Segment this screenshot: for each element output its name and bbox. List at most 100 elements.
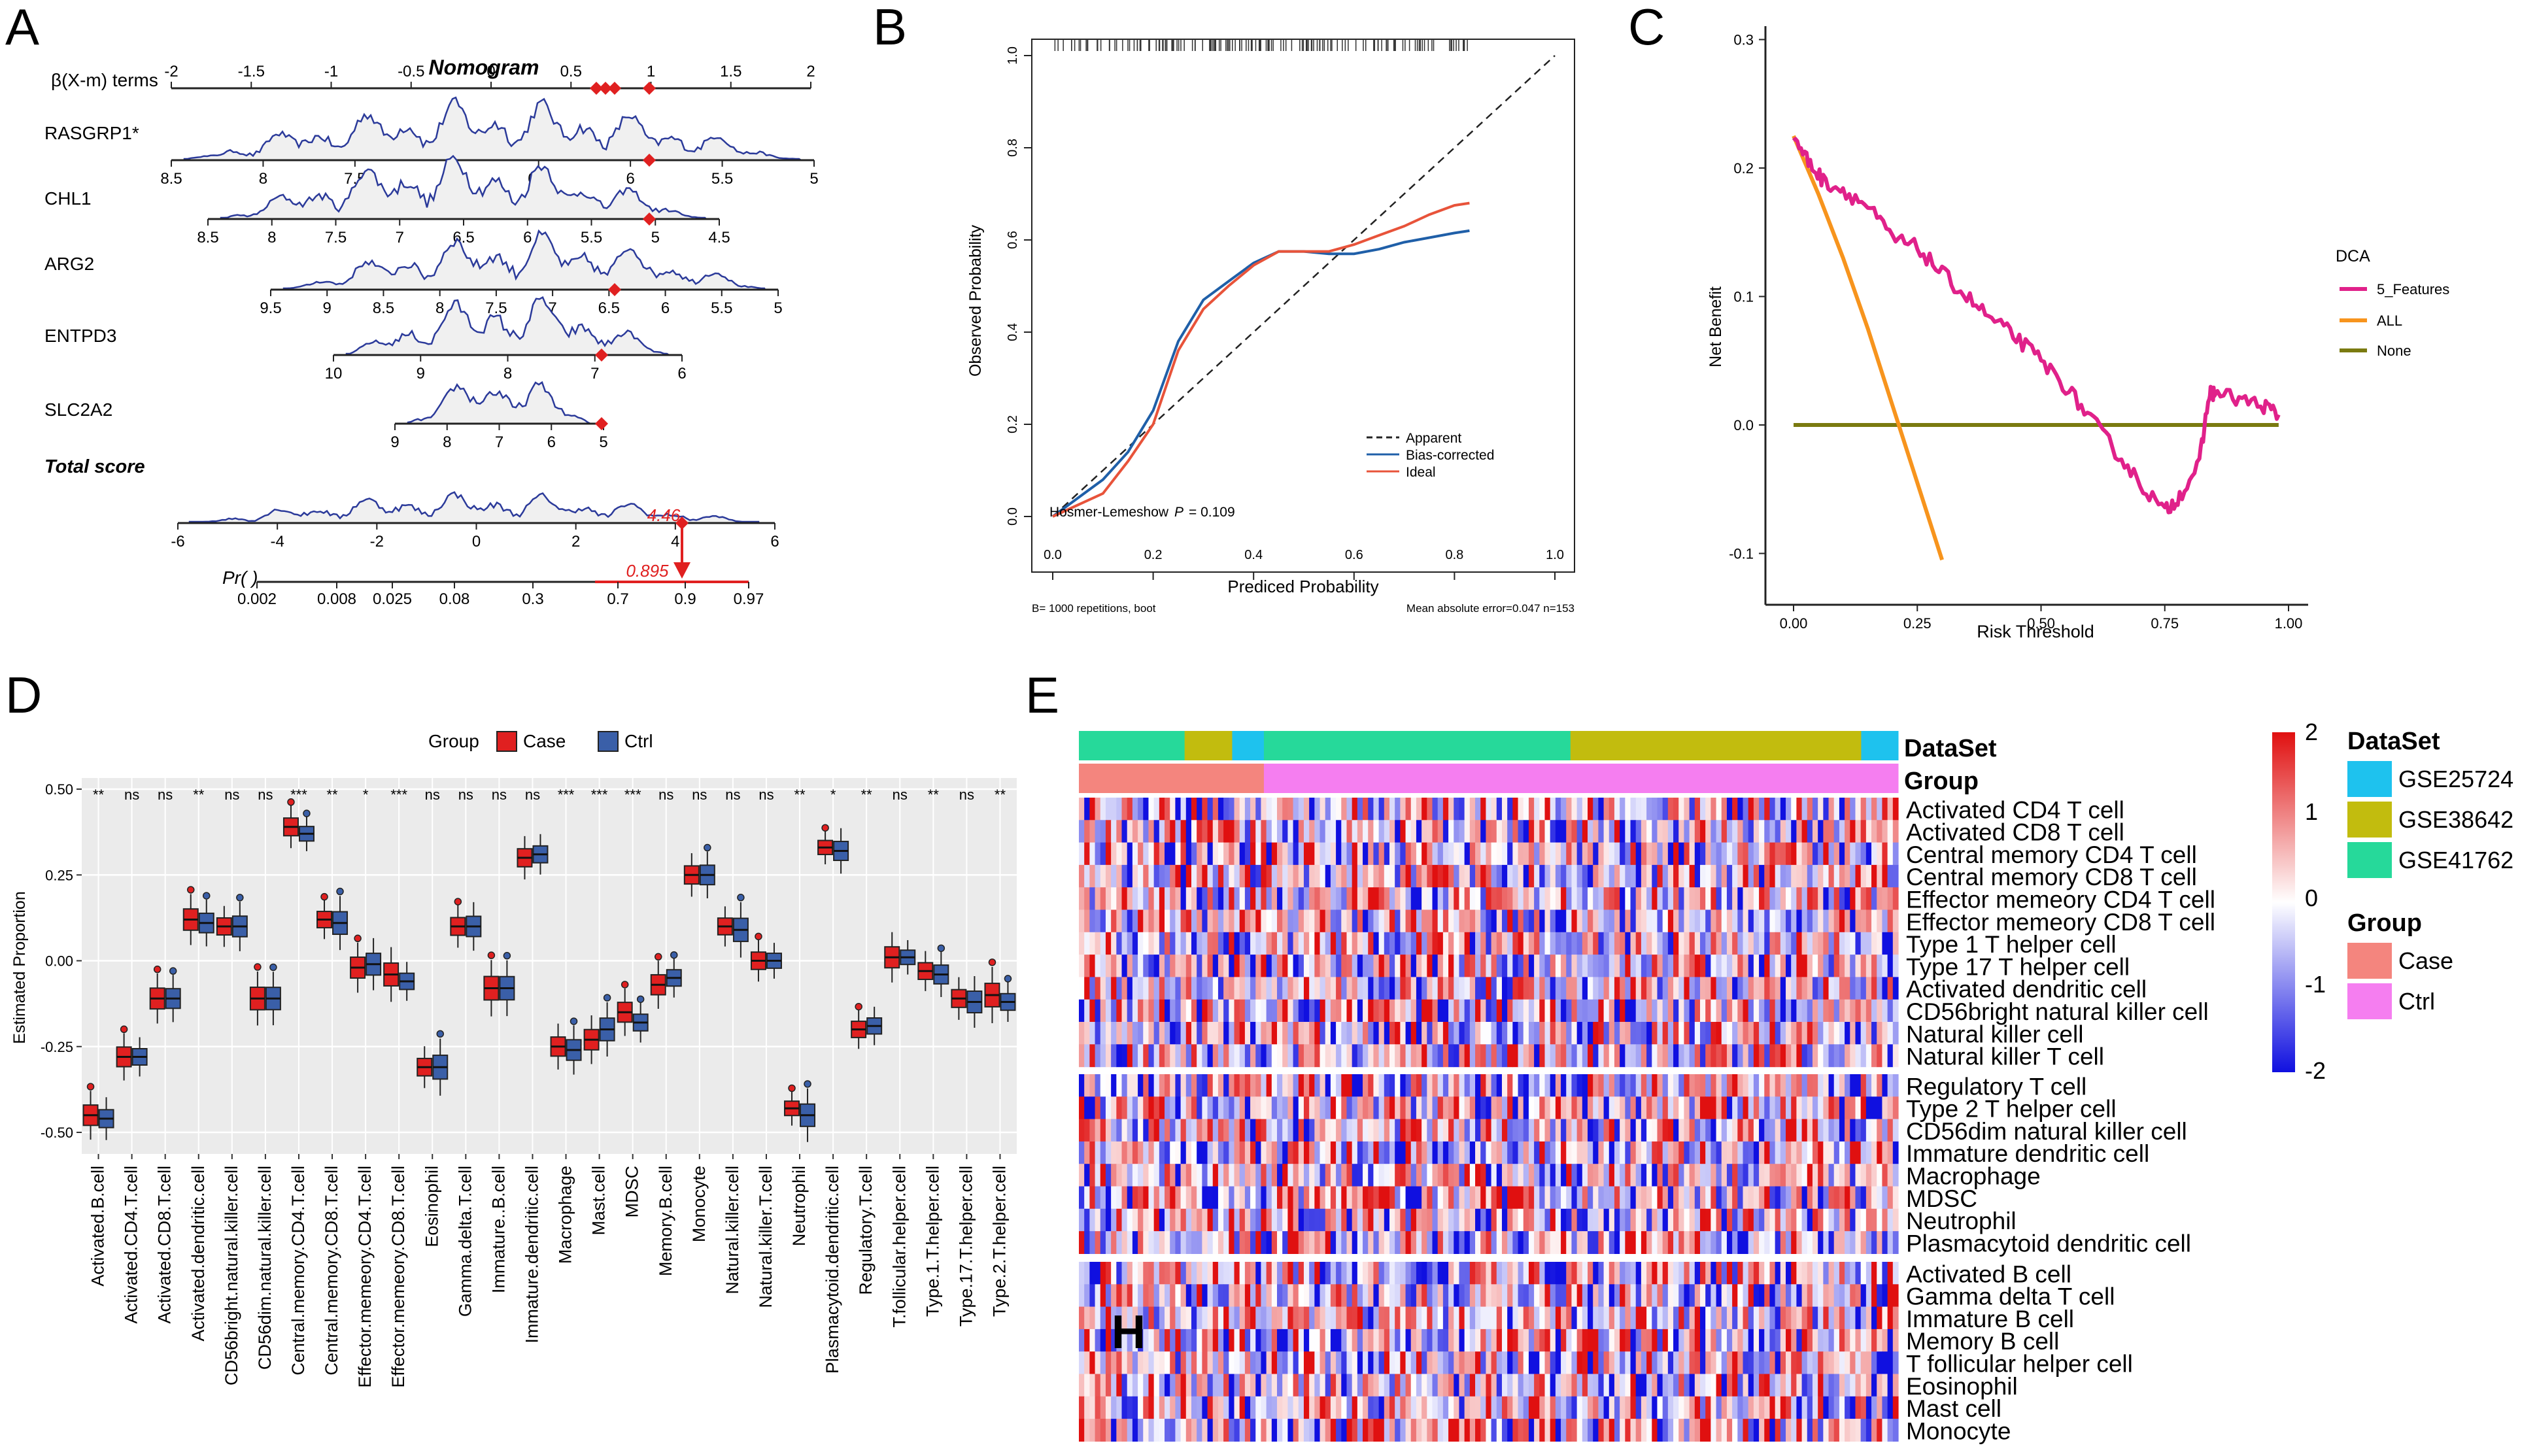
heatmap-cell xyxy=(1400,1396,1406,1419)
heatmap-cell xyxy=(1743,1419,1749,1442)
heatmap-cell xyxy=(1287,1074,1294,1097)
heatmap-cell xyxy=(1234,932,1240,955)
heatmap-cell xyxy=(1823,955,1830,977)
heatmap-cell xyxy=(1363,999,1369,1023)
heatmap-cell xyxy=(1287,1374,1294,1397)
heatmap-cell xyxy=(1555,1374,1561,1397)
heatmap-cell xyxy=(1855,909,1862,933)
heatmap-cell xyxy=(1427,820,1433,843)
heatmap-cell xyxy=(1089,909,1096,933)
heatmap-cell xyxy=(1330,932,1337,955)
heatmap-cell xyxy=(1202,1074,1208,1097)
heatmap-cell xyxy=(1255,1396,1262,1419)
heatmap-cell xyxy=(1293,1419,1299,1442)
heatmap-cell xyxy=(1518,1119,1524,1142)
heatmap-cell xyxy=(1159,1022,1165,1045)
heatmap-cell xyxy=(1673,1329,1679,1352)
heatmap-cell xyxy=(1877,1306,1883,1330)
heatmap-cell xyxy=(1818,909,1824,933)
heatmap-cell xyxy=(1442,1208,1449,1232)
heatmap-cell xyxy=(1416,1164,1422,1187)
heatmap-cell xyxy=(1330,864,1337,888)
heatmap-cell xyxy=(1759,1096,1765,1120)
heatmap-cell xyxy=(1138,1164,1144,1187)
heatmap-cell xyxy=(1711,842,1717,866)
heatmap-cell xyxy=(1528,1284,1535,1308)
heatmap-cell xyxy=(1625,1208,1631,1232)
heatmap-cell xyxy=(1823,1096,1830,1120)
heatmap-cell xyxy=(1496,1351,1503,1375)
heatmap-cell xyxy=(1239,1208,1246,1232)
heatmap-cell xyxy=(1614,1231,1620,1254)
heatmap-cell xyxy=(1202,1396,1208,1419)
heatmap-cell xyxy=(1780,887,1786,911)
heatmap-cell xyxy=(1646,1306,1652,1330)
heatmap-cell xyxy=(1153,1351,1160,1375)
heatmap-cell xyxy=(1630,1329,1637,1352)
heatmap-cell xyxy=(1346,1329,1353,1352)
heatmap-cell xyxy=(1512,977,1519,1000)
heatmap-cell xyxy=(1582,909,1588,933)
heatmap-cell xyxy=(1298,798,1304,821)
heatmap-cell xyxy=(1111,1022,1117,1045)
heatmap-cell xyxy=(1448,1329,1454,1352)
box-outlier xyxy=(153,965,162,973)
heatmap-cell xyxy=(1368,1396,1374,1419)
heatmap-cell xyxy=(1833,999,1840,1023)
heatmap-cell xyxy=(1721,909,1728,933)
heatmap-cell xyxy=(1828,1074,1835,1097)
heatmap-cell xyxy=(1711,1351,1717,1375)
heatmap-cell xyxy=(1743,820,1749,843)
heatmap-cell xyxy=(1341,1306,1348,1330)
heatmap-cell xyxy=(1400,1374,1406,1397)
heatmap-cell xyxy=(1454,798,1460,821)
heatmap-cell xyxy=(1759,842,1765,866)
heatmap-cell xyxy=(1667,1231,1674,1254)
heatmap-cell xyxy=(1593,1419,1599,1442)
heatmap-cell xyxy=(1363,932,1369,955)
heatmap-cell xyxy=(1121,955,1128,977)
heatmap-cell xyxy=(1330,1374,1337,1397)
heatmap-cell xyxy=(1084,820,1090,843)
heatmap-cell xyxy=(1828,1284,1835,1308)
heatmap-cell xyxy=(1448,864,1454,888)
heatmap-cell xyxy=(1892,955,1899,977)
heatmap-cell xyxy=(1576,1351,1583,1375)
heatmap-cell xyxy=(1229,1119,1235,1142)
heatmap-cell xyxy=(1282,977,1288,1000)
heatmap-cell xyxy=(1111,1329,1117,1352)
b-y-tick-label: 0.8 xyxy=(1006,139,1020,157)
heatmap-cell xyxy=(1769,1329,1776,1352)
heatmap-cell xyxy=(1833,1186,1840,1210)
heatmap-cell xyxy=(1427,798,1433,821)
heatmap-cell xyxy=(1764,1374,1771,1397)
heatmap-cell xyxy=(1314,1186,1321,1210)
heatmap-cell xyxy=(1737,1044,1744,1068)
heatmap-cell xyxy=(1185,1119,1192,1142)
heatmap-cell xyxy=(1555,1262,1561,1285)
heatmap-cell xyxy=(1571,1119,1578,1142)
heatmap-cell xyxy=(1165,798,1170,821)
variable-scale-tick-label: 6 xyxy=(626,170,634,188)
heatmap-cell xyxy=(1357,1262,1363,1285)
heatmap-cell xyxy=(1796,1119,1803,1142)
heatmap-cell xyxy=(1609,1306,1615,1330)
heatmap-cell xyxy=(1678,1164,1685,1187)
heatmap-cell xyxy=(1603,955,1610,977)
d-x-tick-label: Immature.dendritic.cell xyxy=(522,1166,541,1344)
heatmap-cell xyxy=(1588,842,1593,866)
heatmap-cell xyxy=(1395,1096,1401,1120)
heatmap-cell xyxy=(1475,798,1481,821)
heatmap-cell xyxy=(1303,1351,1310,1375)
heatmap-cell xyxy=(1422,999,1427,1023)
heatmap-cell xyxy=(1518,1374,1524,1397)
heatmap-cell xyxy=(1127,1208,1133,1232)
heatmap-cell xyxy=(1501,1284,1508,1308)
heatmap-cell xyxy=(1678,820,1685,843)
heatmap-cell xyxy=(1410,1419,1417,1442)
d-y-tick-label: -0.25 xyxy=(41,1039,73,1055)
heatmap-cell xyxy=(1807,977,1813,1000)
heatmap-cell xyxy=(1121,1164,1128,1187)
heatmap-cell xyxy=(1303,1329,1310,1352)
heatmap-cell xyxy=(1153,1231,1160,1254)
